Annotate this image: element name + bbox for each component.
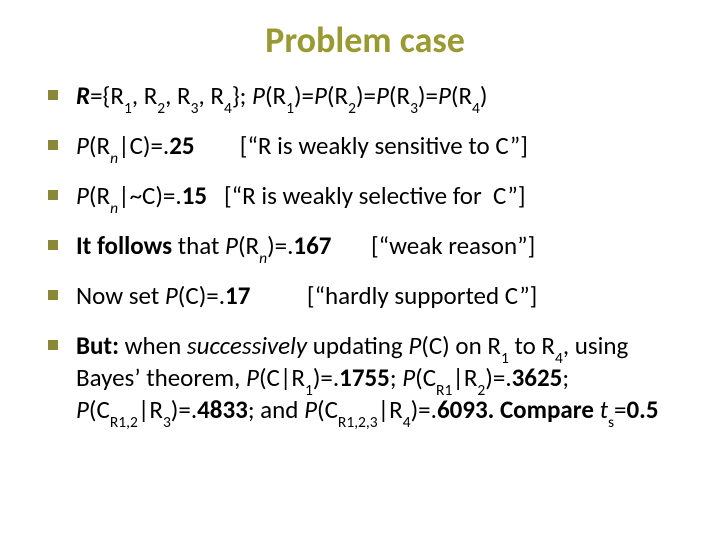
bullet-item: R={R1, R2, R3, R4}; P(R1)=P(R2)=P(R3)=P(… (48, 80, 682, 112)
slide: Problem case R={R1, R2, R3, R4}; P(R1)=P… (0, 0, 720, 540)
bullet-item: But: when successively updating P(C) on … (48, 330, 682, 426)
slide-title: Problem case (48, 18, 682, 62)
bullet-item: P(Rn|~C)=.15 [“R is weakly selective for… (48, 180, 682, 212)
bullet-item: P(Rn|C)=.25 [“R is weakly sensitive to C… (48, 130, 682, 162)
bullet-item: Now set P(C)=.17 [“hardly supported C”] (48, 280, 682, 312)
bullet-list: R={R1, R2, R3, R4}; P(R1)=P(R2)=P(R3)=P(… (48, 80, 682, 426)
bullet-item: It follows that P(Rn)=.167 [“weak reason… (48, 230, 682, 262)
